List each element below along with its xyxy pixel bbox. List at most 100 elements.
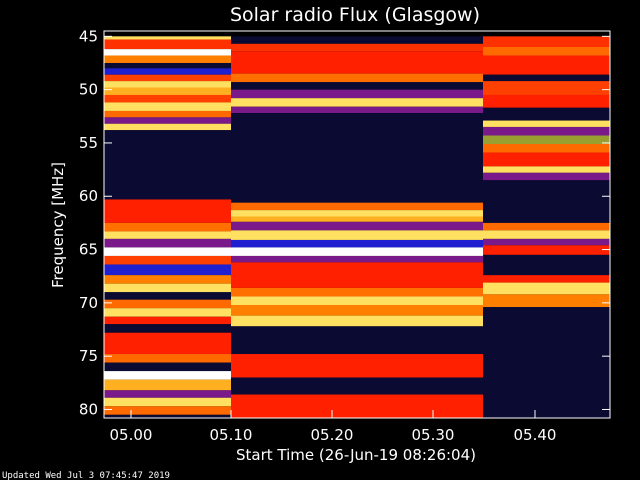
- flux-band-1-12: [104, 110, 231, 118]
- flux-band-2-10: [231, 202, 483, 211]
- x-tick-label-05.30: 05.30: [412, 426, 455, 444]
- flux-band-1-17: [104, 222, 231, 232]
- flux-band-1-5: [104, 62, 231, 69]
- flux-band-2-19: [231, 287, 483, 297]
- flux-band-1-37: [104, 406, 231, 415]
- flux-band-3-3: [483, 55, 610, 75]
- flux-band-1-11: [104, 102, 231, 111]
- flux-band-3-24: [483, 307, 610, 418]
- flux-band-1-16: [104, 199, 231, 223]
- flux-band-3-15: [483, 180, 610, 223]
- flux-band-1-6: [104, 68, 231, 75]
- flux-band-3-1: [483, 36, 610, 47]
- flux-band-2-25: [231, 377, 483, 395]
- flux-band-1-7: [104, 74, 231, 82]
- flux-band-3-4: [483, 74, 610, 82]
- plot-area: [103, 30, 611, 419]
- flux-band-2-11: [231, 210, 483, 217]
- flux-band-2-5: [231, 82, 483, 90]
- flux-band-1-23: [104, 275, 231, 284]
- flux-band-2-26: [231, 394, 483, 418]
- x-tick-label-05.00: 05.00: [110, 426, 153, 444]
- flux-band-1-31: [104, 354, 231, 363]
- y-axis: 45 50 55 60 65 70 75 80: [79, 27, 610, 418]
- y-tick-label-45: 45: [79, 27, 98, 45]
- x-tick-label-05.10: 05.10: [210, 426, 253, 444]
- flux-band-2-24: [231, 354, 483, 378]
- flux-band-1-10: [104, 94, 231, 103]
- flux-band-1-33: [104, 371, 231, 380]
- flux-band-1-13: [104, 117, 231, 124]
- flux-band-1-25: [104, 292, 231, 300]
- flux-band-1-32: [104, 362, 231, 372]
- flux-band-2-2: [231, 43, 483, 52]
- flux-band-3-17: [483, 230, 610, 239]
- flux-band-3-9: [483, 126, 610, 136]
- update-timestamp: Updated Wed Jul 3 07:45:47 2019: [2, 471, 170, 480]
- flux-band-1-19: [104, 238, 231, 248]
- flux-band-1-28: [104, 316, 231, 325]
- flux-band-1-15: [104, 130, 231, 200]
- flux-band-3-20: [483, 254, 610, 276]
- flux-band-1-36: [104, 397, 231, 407]
- flux-band-2-4: [231, 73, 483, 83]
- flux-band-2-3: [231, 51, 483, 74]
- flux-band-3-22: [483, 282, 610, 295]
- flux-band-1-3: [104, 49, 231, 56]
- x-tick-label-05.20: 05.20: [311, 426, 354, 444]
- flux-band-1-35: [104, 390, 231, 398]
- flux-band-1-8: [104, 81, 231, 88]
- flux-band-2-16: [231, 247, 483, 256]
- flux-band-1-14: [104, 123, 231, 131]
- flux-band-3-19: [483, 245, 610, 255]
- flux-band-2-21: [231, 304, 483, 316]
- flux-band-3-14: [483, 172, 610, 181]
- flux-band-3-10: [483, 135, 610, 145]
- flux-band-1-38: [104, 414, 231, 418]
- x-axis: 05.00 05.10 05.20 05.30 05.40: [110, 410, 557, 444]
- flux-band-1-9: [104, 87, 231, 95]
- flux-band-1-30: [104, 332, 231, 355]
- flux-band-1-26: [104, 299, 231, 309]
- y-axis-label: Frequency [MHz]: [49, 162, 67, 288]
- flux-band-1-18: [104, 231, 231, 239]
- flux-band-1-27: [104, 308, 231, 317]
- flux-band-2-12: [231, 216, 483, 222]
- flux-band-1-34: [104, 379, 231, 391]
- flux-band-2-9: [231, 113, 483, 203]
- flux-band-1-2: [104, 39, 231, 50]
- flux-band-3-21: [483, 275, 610, 283]
- flux-band-2-13: [231, 221, 483, 231]
- flux-band-3-6: [483, 94, 610, 108]
- y-tick-label-55: 55: [79, 134, 98, 152]
- flux-band-1-22: [104, 264, 231, 276]
- flux-band-2-1: [231, 36, 483, 44]
- flux-band-3-8: [483, 120, 610, 127]
- y-tick-label-65: 65: [79, 241, 98, 259]
- flux-band-2-18: [231, 262, 483, 288]
- flux-band-3-13: [483, 166, 610, 173]
- y-tick-label-60: 60: [79, 187, 98, 205]
- flux-band-2-22: [231, 315, 483, 327]
- flux-band-1-4: [104, 55, 231, 63]
- flux-band-1-1: [104, 36, 231, 40]
- flux-band-2-7: [231, 98, 483, 107]
- flux-band-2-6: [231, 89, 483, 99]
- y-tick-label-50: 50: [79, 81, 98, 99]
- flux-band-3-7: [483, 107, 610, 121]
- flux-band-2-23: [231, 326, 483, 355]
- flux-band-1-21: [104, 255, 231, 265]
- flux-band-3-12: [483, 152, 610, 167]
- y-tick-label-75: 75: [79, 347, 98, 365]
- plot-frame: [103, 30, 611, 419]
- flux-band-2-8: [231, 106, 483, 114]
- y-tick-label-70: 70: [79, 294, 98, 312]
- flux-band-3-11: [483, 144, 610, 153]
- flux-band-1-24: [104, 283, 231, 293]
- flux-band-3-23: [483, 294, 610, 308]
- x-tick-label-05.40: 05.40: [514, 426, 557, 444]
- flux-band-3-16: [483, 222, 610, 231]
- flux-band-1-29: [104, 324, 231, 333]
- y-tick-label-80: 80: [79, 400, 98, 418]
